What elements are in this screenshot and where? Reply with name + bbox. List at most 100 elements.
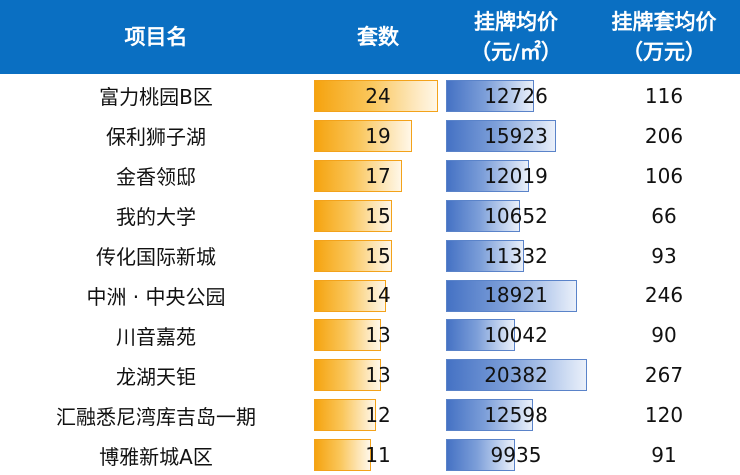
- project-name-cell: 博雅新城A区: [0, 435, 312, 475]
- price-data-bar: [446, 159, 529, 192]
- unit-count-cell: 11: [312, 435, 444, 475]
- project-name-cell: 保利狮子湖: [0, 116, 312, 156]
- avg-total-price-cell-text: 93: [651, 243, 677, 268]
- table-row: 博雅新城A区 11 9935 91: [0, 435, 740, 475]
- avg-total-price-cell: 120: [588, 395, 740, 435]
- unit-count-cell-text: 12: [365, 403, 391, 428]
- table-row: 富力桃园B区 24 12726 116: [0, 76, 740, 116]
- header-avg-total-price: 挂牌套均价 （万元）: [611, 10, 717, 64]
- price-data-bar: [446, 399, 533, 432]
- avg-total-price-cell-text: 90: [651, 323, 677, 348]
- avg-total-price-cell-text: 246: [644, 283, 684, 308]
- unit-count-cell: 13: [312, 355, 444, 395]
- avg-total-price-cell: 106: [588, 156, 740, 196]
- count-data-bar: [314, 199, 392, 232]
- unit-count-cell-text: 11: [365, 443, 391, 468]
- table-row: 传化国际新城 15 11332 93: [0, 236, 740, 276]
- avg-total-price-cell-text: 267: [644, 363, 684, 388]
- avg-total-price-cell: 267: [588, 355, 740, 395]
- avg-price-cell-text: 12726: [484, 83, 548, 108]
- avg-price-cell: 10652: [444, 196, 588, 236]
- avg-total-price-cell-text: 66: [651, 203, 677, 228]
- project-name-cell-text: 传化国际新城: [96, 245, 216, 270]
- count-data-bar: [314, 159, 402, 192]
- avg-price-cell: 12019: [444, 156, 588, 196]
- header-project-name: 项目名: [124, 25, 188, 49]
- avg-total-price-cell: 246: [588, 276, 740, 316]
- avg-total-price-cell: 90: [588, 315, 740, 355]
- project-name-cell-text: 金香领邸: [116, 165, 196, 190]
- avg-price-cell-text: 12598: [484, 403, 548, 428]
- project-name-cell: 金香领邸: [0, 156, 312, 196]
- table-row: 汇融悉尼湾库吉岛一期 12 12598 120: [0, 395, 740, 435]
- unit-count-cell-text: 13: [365, 323, 391, 348]
- project-name-cell-text: 汇融悉尼湾库吉岛一期: [56, 404, 256, 429]
- unit-count-cell: 24: [312, 76, 444, 116]
- avg-total-price-cell-text: 120: [644, 403, 684, 428]
- price-data-bar: [446, 439, 515, 472]
- avg-price-cell-text: 12019: [484, 163, 548, 188]
- project-name-cell: 龙湖天钜: [0, 355, 312, 395]
- project-name-cell: 中洲 · 中央公园: [0, 276, 312, 316]
- avg-price-cell: 9935: [444, 435, 588, 475]
- unit-count-cell-text: 17: [365, 163, 391, 188]
- unit-count-cell: 14: [312, 276, 444, 316]
- project-name-cell-text: 富力桃园B区: [99, 85, 213, 110]
- avg-price-cell-text: 20382: [484, 363, 548, 388]
- price-data-bar: [446, 319, 515, 352]
- price-data-bar: [446, 80, 534, 112]
- project-name-cell: 传化国际新城: [0, 236, 312, 276]
- avg-price-cell-text: 11332: [484, 243, 548, 268]
- table-row: 川音嘉苑 13 10042 90: [0, 315, 740, 355]
- unit-count-cell-text: 19: [365, 123, 391, 148]
- table-row: 我的大学 15 10652 66: [0, 196, 740, 236]
- price-data-bar: [446, 199, 520, 232]
- count-data-bar: [314, 279, 386, 312]
- unit-count-cell-text: 15: [365, 203, 391, 228]
- table-row: 金香领邸 17 12019 106: [0, 156, 740, 196]
- count-data-bar: [314, 439, 371, 472]
- unit-count-cell-text: 24: [365, 83, 391, 108]
- price-data-bar: [446, 239, 524, 272]
- unit-count-cell: 19: [312, 116, 444, 156]
- price-data-bar: [446, 119, 556, 152]
- count-data-bar: [314, 359, 381, 392]
- table-row: 中洲 · 中央公园 14 18921 246: [0, 276, 740, 316]
- project-name-cell-text: 川音嘉苑: [116, 324, 196, 349]
- avg-price-cell: 20382: [444, 355, 588, 395]
- table-row: 龙湖天钜 13 20382 267: [0, 355, 740, 395]
- avg-total-price-cell: 66: [588, 196, 740, 236]
- avg-total-price-cell: 206: [588, 116, 740, 156]
- header-avg-price: 挂牌均价 （元/㎡）: [470, 10, 562, 64]
- unit-count-cell-text: 14: [365, 283, 391, 308]
- avg-price-cell: 18921: [444, 276, 588, 316]
- project-name-cell-text: 中洲 · 中央公园: [86, 284, 226, 309]
- avg-price-cell-text: 10042: [484, 323, 548, 348]
- price-data-bar: [446, 359, 587, 392]
- avg-price-cell-text: 18921: [484, 283, 548, 308]
- unit-count-cell: 12: [312, 395, 444, 435]
- avg-total-price-cell-text: 106: [644, 163, 684, 188]
- project-name-cell-text: 保利狮子湖: [106, 125, 206, 150]
- project-name-cell: 汇融悉尼湾库吉岛一期: [0, 395, 312, 435]
- count-data-bar: [314, 319, 381, 352]
- project-name-cell-text: 龙湖天钜: [116, 364, 196, 389]
- avg-total-price-cell-text: 116: [644, 83, 684, 108]
- count-data-bar: [314, 119, 412, 152]
- price-data-bar: [446, 279, 577, 312]
- unit-count-cell-text: 13: [365, 363, 391, 388]
- count-data-bar: [314, 399, 376, 432]
- unit-count-cell: 17: [312, 156, 444, 196]
- project-name-cell: 我的大学: [0, 196, 312, 236]
- project-name-cell: 川音嘉苑: [0, 315, 312, 355]
- avg-price-cell-text: 9935: [490, 443, 542, 468]
- project-name-cell: 富力桃园B区: [0, 76, 312, 116]
- avg-total-price-cell: 93: [588, 236, 740, 276]
- project-name-cell-text: 我的大学: [116, 205, 196, 230]
- avg-price-cell-text: 10652: [484, 203, 548, 228]
- avg-price-cell: 11332: [444, 236, 588, 276]
- table-row: 保利狮子湖 19 15923 206: [0, 116, 740, 156]
- table-header: 项目名 套数 挂牌均价 （元/㎡） 挂牌套均价 （万元）: [0, 0, 740, 74]
- unit-count-cell: 15: [312, 236, 444, 276]
